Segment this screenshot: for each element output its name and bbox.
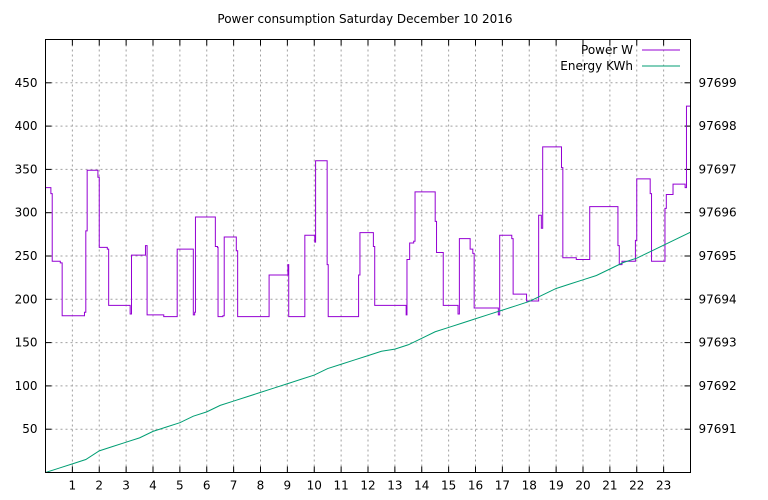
y-tick-label: 100 bbox=[15, 379, 38, 393]
legend-label: Energy KWh bbox=[560, 59, 633, 73]
tick-labels: 1 2 3 4 5 6 7 8 9 10 11 12 13 14 15 16 17 18 19 20 21 22 23501… bbox=[15, 76, 737, 493]
x-tick-label: 22 bbox=[629, 479, 644, 493]
grid-lines bbox=[45, 39, 691, 473]
x-tick-label: 11 bbox=[333, 479, 348, 493]
x-tick-label: 16 bbox=[468, 479, 483, 493]
x-tick-label: 19 bbox=[548, 479, 563, 493]
x-tick-label: 1 bbox=[69, 479, 77, 493]
x-tick-label: 23 bbox=[656, 479, 671, 493]
x-tick-label: 6 bbox=[203, 479, 211, 493]
x-tick-label: 10 bbox=[307, 479, 322, 493]
x-tick-label: 14 bbox=[414, 479, 429, 493]
x-tick-label: 5 bbox=[176, 479, 184, 493]
y2-tick-label: 97691 bbox=[699, 422, 737, 436]
series-line-power-w bbox=[45, 105, 691, 318]
x-tick-label: 17 bbox=[495, 479, 510, 493]
plot-frame bbox=[45, 39, 691, 473]
x-tick-label: 4 bbox=[149, 479, 157, 493]
x-tick-label: 20 bbox=[575, 479, 590, 493]
y-tick-label: 250 bbox=[15, 249, 38, 263]
y-tick-label: 400 bbox=[15, 119, 38, 133]
y-tick-label: 200 bbox=[15, 292, 38, 306]
y2-tick-label: 97695 bbox=[699, 249, 737, 263]
legend: Power W Energy KWh bbox=[560, 43, 680, 73]
x-tick-label: 9 bbox=[284, 479, 292, 493]
x-tick-label: 8 bbox=[257, 479, 265, 493]
y-tick-label: 150 bbox=[15, 336, 38, 350]
y2-tick-label: 97697 bbox=[699, 162, 737, 176]
x-tick-label: 7 bbox=[230, 479, 238, 493]
y2-tick-label: 97699 bbox=[699, 76, 737, 90]
y2-tick-label: 97692 bbox=[699, 379, 737, 393]
x-tick-label: 3 bbox=[122, 479, 130, 493]
axis-ticks bbox=[45, 39, 691, 473]
y2-tick-label: 97694 bbox=[699, 292, 737, 306]
y-tick-label: 50 bbox=[22, 422, 37, 436]
y-tick-label: 300 bbox=[15, 206, 38, 220]
x-tick-label: 18 bbox=[522, 479, 537, 493]
chart-title: Power consumption Saturday December 10 2… bbox=[217, 12, 512, 26]
x-tick-label: 21 bbox=[602, 479, 617, 493]
series-line-energy-kwh bbox=[45, 231, 691, 473]
x-tick-label: 13 bbox=[387, 479, 402, 493]
y2-tick-label: 97698 bbox=[699, 119, 737, 133]
y-tick-label: 350 bbox=[15, 162, 38, 176]
x-tick-label: 2 bbox=[95, 479, 103, 493]
x-tick-label: 15 bbox=[441, 479, 456, 493]
x-tick-label: 12 bbox=[360, 479, 375, 493]
y2-tick-label: 97693 bbox=[699, 336, 737, 350]
y-tick-label: 450 bbox=[15, 76, 38, 90]
series-layer bbox=[45, 105, 691, 473]
legend-label: Power W bbox=[581, 43, 633, 57]
y2-tick-label: 97696 bbox=[699, 206, 737, 220]
